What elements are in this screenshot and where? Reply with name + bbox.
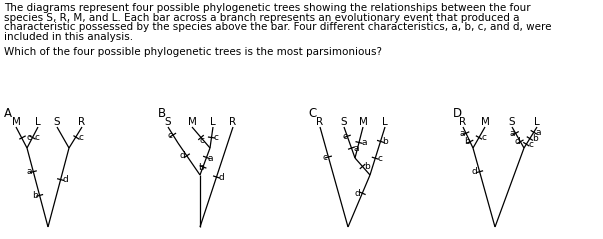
Text: S: S <box>341 117 347 127</box>
Text: c: c <box>27 133 31 142</box>
Text: L: L <box>35 117 41 127</box>
Text: a: a <box>361 138 367 147</box>
Text: R: R <box>78 117 86 127</box>
Text: b: b <box>364 162 370 171</box>
Text: d: d <box>63 175 68 184</box>
Text: A: A <box>4 107 12 120</box>
Text: a: a <box>460 129 466 138</box>
Text: c: c <box>323 152 327 162</box>
Text: included in this analysis.: included in this analysis. <box>4 32 133 42</box>
Text: a: a <box>27 167 32 176</box>
Text: M: M <box>188 117 197 127</box>
Text: The diagrams represent four possible phylogenetic trees showing the relationship: The diagrams represent four possible phy… <box>4 3 531 13</box>
Text: d: d <box>355 189 360 198</box>
Text: R: R <box>229 117 236 127</box>
Text: c: c <box>377 154 382 163</box>
Text: b: b <box>464 137 470 146</box>
Text: c: c <box>528 140 533 149</box>
Text: characteristic possessed by the species above the bar. Four different characteri: characteristic possessed by the species … <box>4 22 552 32</box>
Text: b: b <box>33 191 39 200</box>
Text: L: L <box>210 117 216 127</box>
Text: L: L <box>534 117 540 127</box>
Text: D: D <box>453 107 462 120</box>
Text: M: M <box>481 117 490 127</box>
Text: C: C <box>308 107 316 120</box>
Text: R: R <box>459 117 467 127</box>
Text: c: c <box>343 132 347 141</box>
Text: d: d <box>514 137 520 146</box>
Text: S: S <box>54 117 60 127</box>
Text: a: a <box>207 154 213 163</box>
Text: S: S <box>165 117 171 127</box>
Text: c: c <box>167 130 172 140</box>
Text: a: a <box>510 129 515 138</box>
Text: c: c <box>213 133 218 142</box>
Text: c: c <box>34 133 40 142</box>
Text: a: a <box>535 128 541 137</box>
Text: B: B <box>158 107 166 120</box>
Text: R: R <box>317 117 324 127</box>
Text: L: L <box>382 117 388 127</box>
Text: S: S <box>509 117 516 127</box>
Text: b: b <box>532 134 538 143</box>
Text: d: d <box>180 151 186 160</box>
Text: M: M <box>359 117 367 127</box>
Text: species S, R, M, and L. Each bar across a branch represents an evolutionary even: species S, R, M, and L. Each bar across … <box>4 12 520 22</box>
Text: c: c <box>481 133 486 142</box>
Text: b: b <box>382 137 388 146</box>
Text: b: b <box>198 163 204 172</box>
Text: M: M <box>11 117 21 127</box>
Text: c: c <box>200 136 205 145</box>
Text: d: d <box>472 167 478 176</box>
Text: Which of the four possible phylogenetic trees is the most parsimonious?: Which of the four possible phylogenetic … <box>4 47 382 57</box>
Text: a: a <box>353 144 359 152</box>
Text: d: d <box>218 173 224 181</box>
Text: c: c <box>78 133 83 142</box>
